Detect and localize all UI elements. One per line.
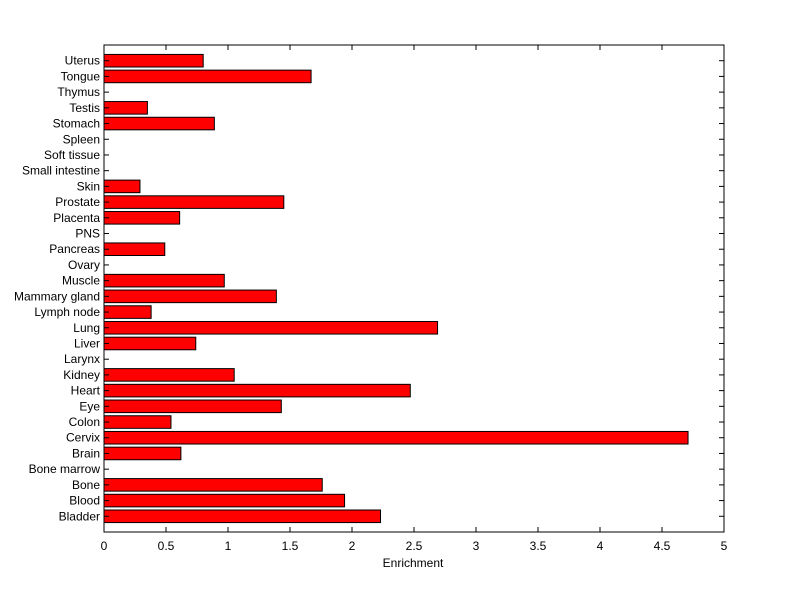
y-tick-label: Tongue xyxy=(61,69,101,83)
y-tick-label: Lung xyxy=(73,321,100,335)
y-tick-label: Eye xyxy=(79,399,100,413)
bar-stomach xyxy=(103,116,215,131)
y-tick-label: Spleen xyxy=(63,132,100,146)
bar-testis xyxy=(103,101,148,115)
y-tick-label: Uterus xyxy=(65,54,100,68)
bar-bladder xyxy=(103,509,382,524)
bar-skin xyxy=(103,179,141,194)
y-tick-label: Placenta xyxy=(53,211,100,225)
x-tick-label: 0 xyxy=(101,539,108,553)
y-tick-label: Mammary gland xyxy=(14,289,100,303)
y-tick-label: Liver xyxy=(74,336,100,350)
x-tick-label: 0.5 xyxy=(158,539,175,553)
y-tick-label: Blood xyxy=(69,494,100,508)
bar-placenta xyxy=(103,211,181,225)
y-tick-label: Stomach xyxy=(53,117,100,131)
x-tick-label: 5 xyxy=(721,539,728,553)
y-tick-label: Bone xyxy=(72,478,100,492)
y-tick-label: PNS xyxy=(75,227,100,241)
y-tick-label: Testis xyxy=(69,101,100,115)
bar-liver xyxy=(103,336,197,351)
x-tick-label: 1.5 xyxy=(282,539,299,553)
y-tick-label: Brain xyxy=(72,446,100,460)
y-tick-label: Lymph node xyxy=(34,305,100,319)
bar-tongue xyxy=(103,69,312,84)
bar-mammary-gland xyxy=(103,289,277,304)
bar-lymph-node xyxy=(103,305,152,319)
bar-pancreas xyxy=(103,242,166,257)
bar-kidney xyxy=(103,368,235,382)
x-axis-label: Enrichment xyxy=(383,556,444,570)
y-tick-label: Thymus xyxy=(57,85,100,99)
y-tick-label: Pancreas xyxy=(49,242,100,256)
x-tick-label: 2.5 xyxy=(406,539,423,553)
x-tick-label: 1 xyxy=(225,539,232,553)
y-tick-label: Colon xyxy=(69,415,100,429)
x-tick-label: 4 xyxy=(597,539,604,553)
bar-colon xyxy=(103,415,172,429)
x-tick-label: 3 xyxy=(473,539,480,553)
bar-bone xyxy=(103,478,323,492)
y-tick-label: Ovary xyxy=(68,258,100,272)
bar-heart xyxy=(103,383,411,398)
bar-muscle xyxy=(103,273,225,288)
y-tick-label: Larynx xyxy=(64,352,100,366)
bar-brain xyxy=(103,446,182,461)
y-tick-label: Heart xyxy=(71,384,101,398)
bar-blood xyxy=(103,493,346,508)
y-tick-label: Small intestine xyxy=(22,164,100,178)
y-tick-label: Bladder xyxy=(59,509,100,523)
x-tick-label: 2 xyxy=(349,539,356,553)
y-tick-label: Soft tissue xyxy=(44,148,100,162)
y-tick-label: Bone marrow xyxy=(29,462,101,476)
y-tick-label: Muscle xyxy=(62,274,100,288)
x-tick-label: 3.5 xyxy=(530,539,547,553)
y-tick-label: Skin xyxy=(77,179,100,193)
bar-eye xyxy=(103,399,282,414)
x-tick-label: 4.5 xyxy=(654,539,671,553)
plot-frame xyxy=(103,44,725,533)
bar-uterus xyxy=(103,53,204,68)
bar-prostate xyxy=(103,195,285,209)
x-ticks: 0 0.5 1 1.5 2 2.5 3 3.5 4 4.5 5 xyxy=(101,45,728,553)
y-tick-label: Cervix xyxy=(66,431,100,445)
y-tick-label: Kidney xyxy=(63,368,100,382)
y-tick-label: Prostate xyxy=(55,195,100,209)
bar-lung xyxy=(103,320,439,335)
bar-cervix xyxy=(103,430,689,445)
